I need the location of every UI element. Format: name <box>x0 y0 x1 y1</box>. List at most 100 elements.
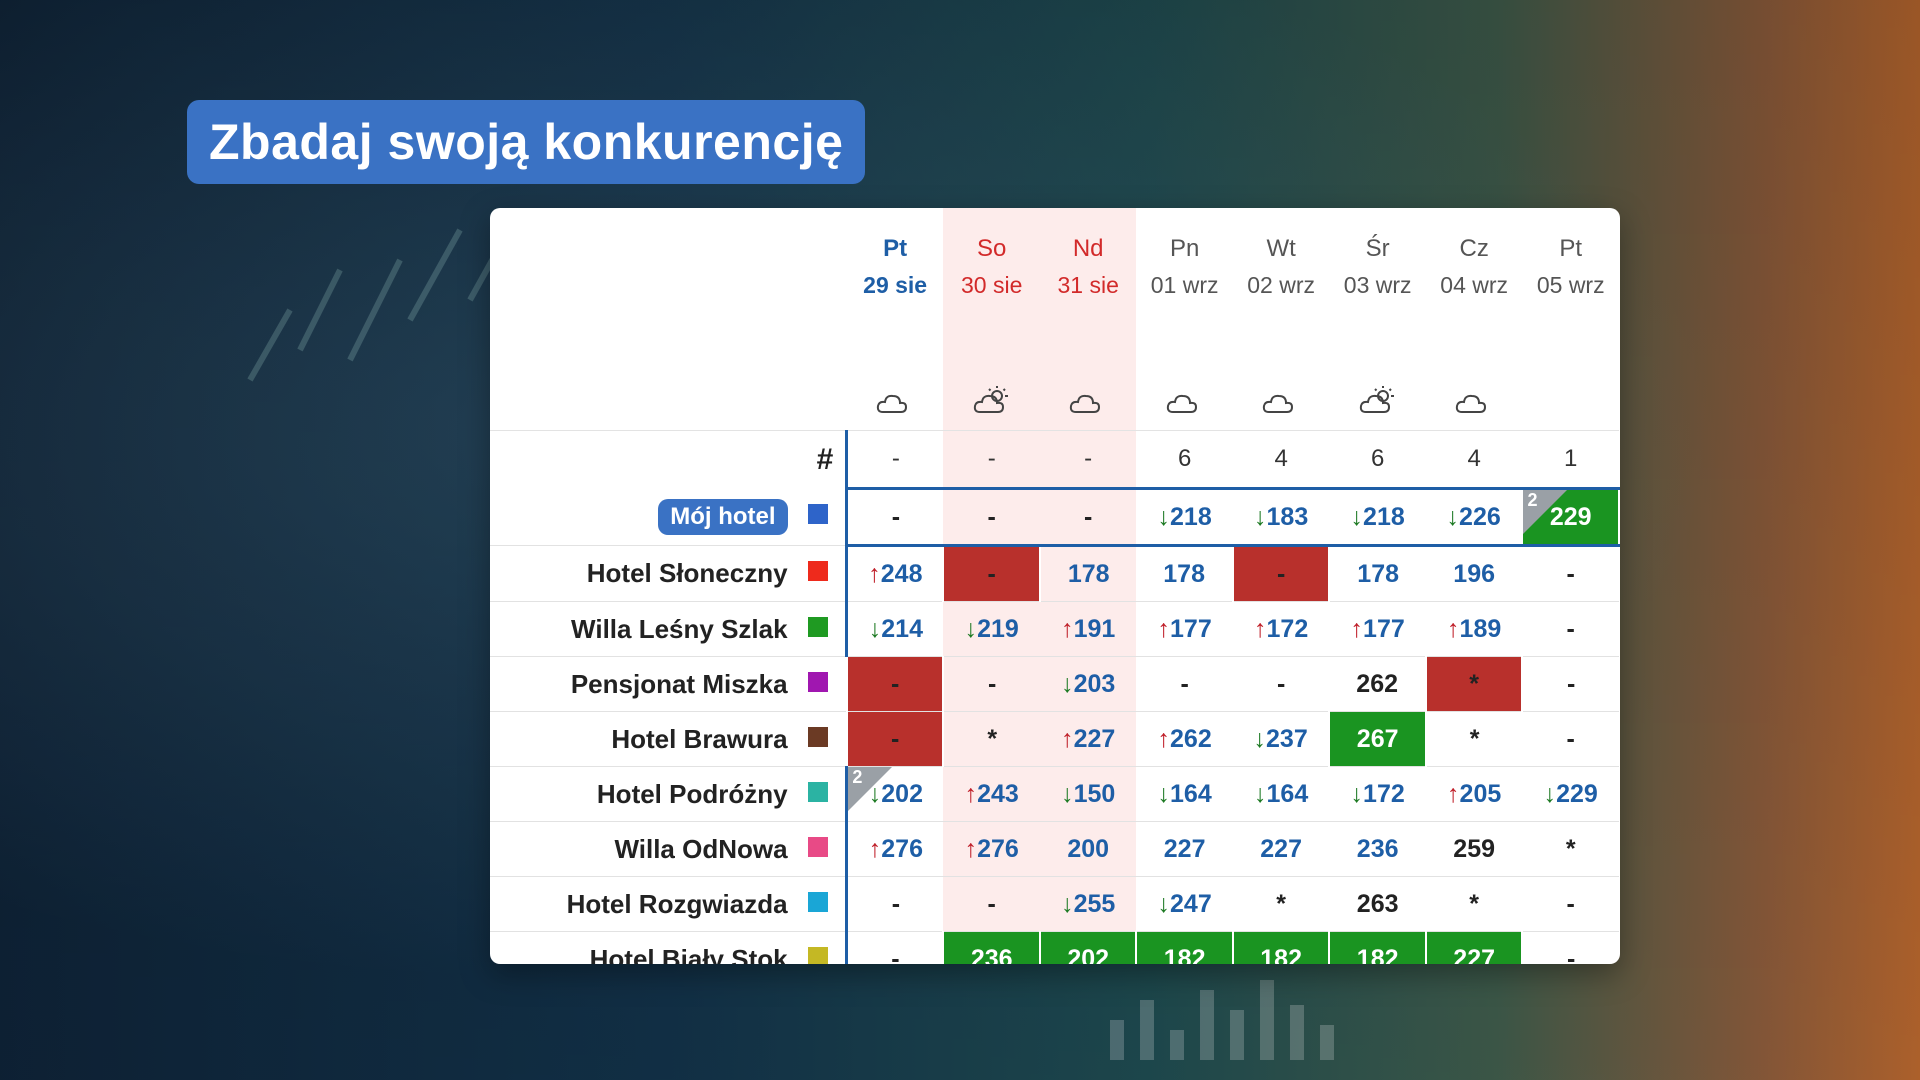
price-cell[interactable]: ↓164 <box>1136 766 1233 822</box>
price-cell[interactable]: 236 <box>942 931 1041 964</box>
price-cell[interactable]: ↓164 <box>1232 766 1330 822</box>
price-cell[interactable]: 236 <box>1329 821 1426 877</box>
price-cell[interactable]: - <box>943 487 1040 547</box>
price-cell[interactable]: ↓218 <box>1329 487 1426 547</box>
price-cell[interactable]: * <box>1425 711 1523 767</box>
price-cell[interactable]: 227 <box>1136 821 1233 877</box>
price-cell[interactable]: 2 ↓202 <box>845 766 944 822</box>
price-value: 214 <box>881 614 923 643</box>
price-cell[interactable]: - <box>1522 876 1619 932</box>
price-cell[interactable]: ↑177 <box>1136 601 1233 657</box>
hotel-name[interactable]: Hotel Słoneczny <box>586 558 788 588</box>
price-cell[interactable]: ↓218 <box>1136 487 1233 547</box>
price-cell[interactable]: - <box>845 711 945 767</box>
price-cell[interactable]: - <box>1522 931 1619 964</box>
price-cell[interactable]: ↓226 <box>1425 487 1523 547</box>
price-cell[interactable]: ↓247 <box>1136 876 1233 932</box>
day-header[interactable]: Pt 05 wrz <box>1522 208 1619 380</box>
price-cell[interactable]: - <box>1522 545 1619 602</box>
price-value: - <box>987 889 996 918</box>
price-cell[interactable]: ↑189 <box>1425 601 1523 657</box>
day-header[interactable]: Pt 29 sie <box>847 208 944 380</box>
price-value: 164 <box>1266 779 1309 808</box>
price-cell[interactable]: 262 <box>1329 656 1426 712</box>
day-header[interactable]: Cz 04 wrz <box>1426 208 1523 380</box>
price-cell[interactable]: - <box>943 656 1040 712</box>
price-cell[interactable]: 267 <box>1328 711 1427 767</box>
price-cell[interactable]: 259 <box>1425 821 1523 877</box>
hotel-name[interactable]: Pensjonat Miszka <box>570 668 788 699</box>
price-cell[interactable]: 178 <box>1329 545 1426 602</box>
price-cell[interactable]: 182 <box>1328 931 1427 964</box>
price-cell[interactable]: - <box>1522 601 1619 657</box>
arrow-up-icon: ↑ <box>964 834 978 863</box>
day-header[interactable]: Śr 03 wrz <box>1329 208 1425 380</box>
arrow-down-icon: ↓ <box>1157 779 1171 808</box>
hotel-name[interactable]: Hotel Podróżny <box>596 778 788 809</box>
price-cell[interactable]: * <box>943 711 1040 767</box>
price-cell[interactable]: - <box>1232 656 1330 712</box>
price-cell[interactable]: 227 <box>1424 931 1524 964</box>
price-cell[interactable]: - <box>1039 487 1137 547</box>
price-cell[interactable]: 2 229 <box>1521 487 1620 547</box>
price-cell[interactable]: - <box>942 545 1041 602</box>
price-cell[interactable]: ↓237 <box>1232 711 1330 767</box>
price-cell[interactable]: - <box>1231 545 1331 602</box>
price-cell[interactable]: ↑262 <box>1136 711 1233 767</box>
price-cell[interactable]: ↑227 <box>1039 711 1137 767</box>
price-cell[interactable]: - <box>943 876 1040 932</box>
price-cell[interactable]: - <box>1522 711 1619 767</box>
price-cell[interactable]: * <box>1522 821 1619 877</box>
price-cell[interactable]: - <box>845 931 944 964</box>
price-cell[interactable]: ↑248 <box>845 545 944 602</box>
price-cell[interactable]: ↓255 <box>1039 876 1137 932</box>
price-cell[interactable]: ↓172 <box>1329 766 1426 822</box>
price-value: * <box>1469 724 1480 753</box>
price-cell[interactable]: - <box>845 656 945 712</box>
hotel-name[interactable]: Hotel Biały Stok <box>589 943 788 965</box>
price-cell[interactable]: - <box>1136 656 1233 712</box>
price-cell[interactable]: ↓214 <box>845 601 944 657</box>
day-header[interactable]: Nd 31 sie <box>1039 208 1137 380</box>
price-cell[interactable]: 182 <box>1135 931 1234 964</box>
day-date: 01 wrz <box>1150 272 1219 298</box>
hotel-name[interactable]: Hotel Rozgwiazda <box>566 888 788 919</box>
price-cell[interactable]: ↓150 <box>1039 766 1137 822</box>
hotel-name[interactable]: Willa OdNowa <box>614 833 788 864</box>
price-cell[interactable]: 227 <box>1232 821 1330 877</box>
price-cell[interactable]: 263 <box>1329 876 1426 932</box>
hotel-name[interactable]: Willa Leśny Szlak <box>571 613 788 644</box>
hotel-name[interactable]: Hotel Brawura <box>611 723 788 754</box>
price-cell[interactable]: - <box>1522 656 1619 712</box>
price-cell[interactable]: ↓229 <box>1522 766 1619 822</box>
price-cell[interactable]: 196 <box>1425 545 1523 602</box>
my-hotel-badge[interactable]: Mój hotel <box>658 498 788 535</box>
price-cell[interactable]: ↓203 <box>1039 656 1137 712</box>
price-cell[interactable]: ↑276 <box>845 821 944 877</box>
price-cell[interactable]: ↓183 <box>1232 487 1330 547</box>
price-cell[interactable]: ↑276 <box>943 821 1040 877</box>
day-header[interactable]: Wt 02 wrz <box>1233 208 1330 380</box>
arrow-up-icon: ↑ <box>868 834 882 863</box>
price-cell[interactable]: 202 <box>1038 931 1138 964</box>
price-cell[interactable]: ↑177 <box>1329 601 1426 657</box>
price-cell[interactable]: ↑205 <box>1425 766 1523 822</box>
price-cell[interactable]: 182 <box>1231 931 1331 964</box>
rank-row: # - - -6 4 6 4 1 <box>490 430 1619 489</box>
price-cell[interactable]: ↑243 <box>943 766 1040 822</box>
price-cell[interactable]: ↓219 <box>943 601 1040 657</box>
price-cell[interactable]: * <box>1232 876 1330 932</box>
day-header[interactable]: Pn 01 wrz <box>1136 208 1232 380</box>
price-cell[interactable]: * <box>1424 656 1524 712</box>
price-cell[interactable]: 200 <box>1039 821 1137 877</box>
price-cell[interactable]: 178 <box>1136 545 1233 602</box>
price-cell[interactable]: * <box>1425 876 1523 932</box>
price-cell[interactable]: ↑172 <box>1232 601 1330 657</box>
day-header[interactable]: So 30 sie <box>943 208 1040 380</box>
arrow-down-icon: ↓ <box>1254 779 1267 808</box>
hotel-color-cell <box>807 931 847 964</box>
price-cell[interactable]: ↑191 <box>1039 601 1137 657</box>
price-cell[interactable]: - <box>845 876 944 932</box>
price-cell[interactable]: - <box>845 487 944 547</box>
price-cell[interactable]: 178 <box>1039 545 1137 602</box>
